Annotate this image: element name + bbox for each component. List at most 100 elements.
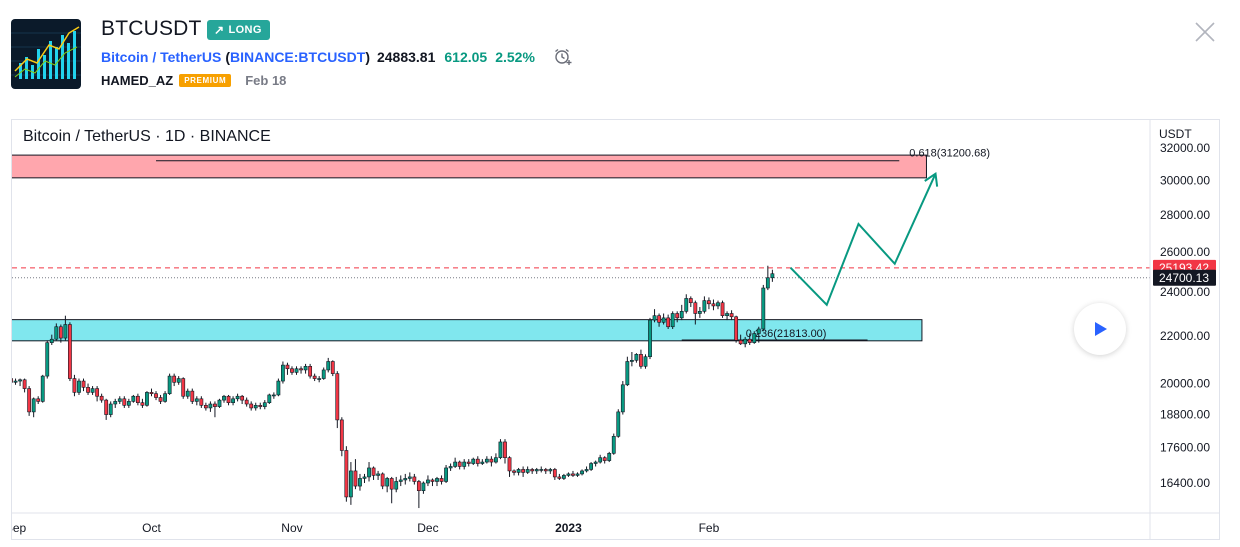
candle-body — [348, 470, 353, 498]
close-icon — [1195, 22, 1215, 42]
candle-body — [235, 395, 240, 400]
candle-body — [607, 453, 612, 461]
candle-body — [394, 481, 399, 490]
x-tick-label: 2023 — [555, 521, 582, 535]
candle-body — [693, 302, 698, 314]
candle-body — [512, 470, 516, 473]
y-tick-label: 16400.00 — [1160, 476, 1210, 490]
author-name[interactable]: HAMED_AZ — [101, 73, 174, 88]
candle-body — [629, 359, 634, 362]
candle-body — [525, 469, 530, 473]
y-tick-label: 24000.00 — [1160, 285, 1210, 299]
candle-body — [498, 441, 503, 458]
candle-body — [68, 324, 72, 379]
candle-body — [752, 333, 757, 343]
candle-body — [158, 397, 163, 402]
candle-body — [104, 399, 109, 415]
candle-body — [244, 399, 249, 405]
symbol-name-link[interactable]: Bitcoin / TetherUS — [101, 49, 222, 65]
y-tick-label: 30000.00 — [1160, 173, 1210, 187]
fib-label-resistance: 0.618(31200.68) — [909, 148, 990, 160]
last-price: 24883.81 — [376, 49, 436, 65]
candle-body — [407, 476, 412, 479]
candle-body — [290, 368, 294, 373]
candle-body — [643, 356, 648, 367]
candle-body — [684, 298, 689, 312]
premium-badge: PREMIUM — [179, 74, 232, 87]
candle-body — [457, 461, 462, 467]
candle-body — [172, 375, 177, 383]
candle-body — [117, 398, 122, 402]
candle-body — [81, 380, 86, 388]
idea-thumbnail[interactable] — [11, 19, 81, 89]
candle-body — [725, 313, 729, 316]
x-tick-label: Oct — [142, 521, 161, 535]
candle-body — [652, 315, 657, 321]
candle-body — [22, 379, 27, 389]
candle-body — [12, 378, 13, 383]
candle-body — [670, 313, 675, 328]
candle-body — [552, 469, 557, 478]
alert-clock-icon[interactable] — [553, 47, 573, 67]
long-badge: ↗ LONG — [207, 20, 270, 40]
candle-body — [258, 405, 263, 407]
candle-body — [281, 364, 285, 382]
exchange-paren-close: ) — [365, 49, 370, 65]
candle-body — [226, 395, 231, 403]
candle-body — [448, 466, 453, 469]
candle-body — [593, 461, 598, 464]
y-tick-label: 28000.00 — [1160, 208, 1210, 222]
currency-label: USDT — [1159, 127, 1192, 141]
candle-body — [240, 395, 245, 401]
candle-body — [154, 393, 158, 398]
candle-body — [616, 411, 621, 437]
candle-body — [571, 473, 575, 476]
candle-body — [507, 457, 512, 472]
candle-body — [249, 403, 254, 409]
candle-body — [426, 479, 430, 484]
candle-body — [548, 469, 553, 472]
candle-body — [203, 405, 208, 409]
candle-body — [747, 338, 752, 343]
candle-body — [18, 379, 22, 382]
play-button[interactable] — [1074, 303, 1126, 355]
candle-body — [539, 469, 544, 471]
candle-body — [480, 461, 485, 464]
projection-path — [789, 173, 937, 307]
candle-body — [271, 394, 276, 397]
candle-body — [49, 338, 54, 343]
candle-body — [299, 368, 303, 371]
y-tick-label: 18800.00 — [1160, 408, 1210, 422]
candle-body — [534, 469, 539, 472]
close-button[interactable] — [1193, 20, 1217, 44]
candle-body — [267, 394, 272, 403]
price-chart[interactable]: 0.618(31200.68) 0.236(21813.00) USDT32000.… — [12, 120, 1219, 539]
candle-body — [697, 311, 702, 314]
price-change-percent: 2.52% — [495, 49, 535, 65]
price-change: 612.05 — [444, 49, 488, 65]
candle-body — [312, 375, 317, 379]
x-tick-label: Feb — [699, 521, 720, 535]
current-price-tag: 24700.13 — [1159, 271, 1209, 285]
candle-body — [521, 469, 526, 473]
candle-body — [702, 300, 707, 312]
candle-body — [765, 277, 770, 289]
candle-body — [575, 473, 580, 476]
candle-body — [222, 395, 226, 401]
candle-body — [303, 366, 308, 371]
candle-body — [231, 398, 235, 403]
chart-legend: Bitcoin / TetherUS · 1D · BINANCE — [21, 128, 273, 146]
y-tick-label: 32000.00 — [1160, 141, 1210, 155]
candle-body — [648, 319, 652, 358]
candle-body — [367, 467, 371, 478]
resistance-zone — [12, 154, 927, 179]
candle-body — [86, 387, 90, 393]
exchange-link[interactable]: BINANCE:BTCUSDT — [229, 49, 366, 65]
candle-body — [362, 476, 367, 479]
candle-body — [176, 378, 181, 383]
candle-body — [516, 469, 521, 473]
chart-panel[interactable]: 0.618(31200.68) 0.236(21813.00) USDT 32000.… — [11, 119, 1220, 540]
candle-body — [389, 478, 394, 490]
candle-body — [530, 469, 535, 472]
candle-body — [54, 326, 59, 340]
